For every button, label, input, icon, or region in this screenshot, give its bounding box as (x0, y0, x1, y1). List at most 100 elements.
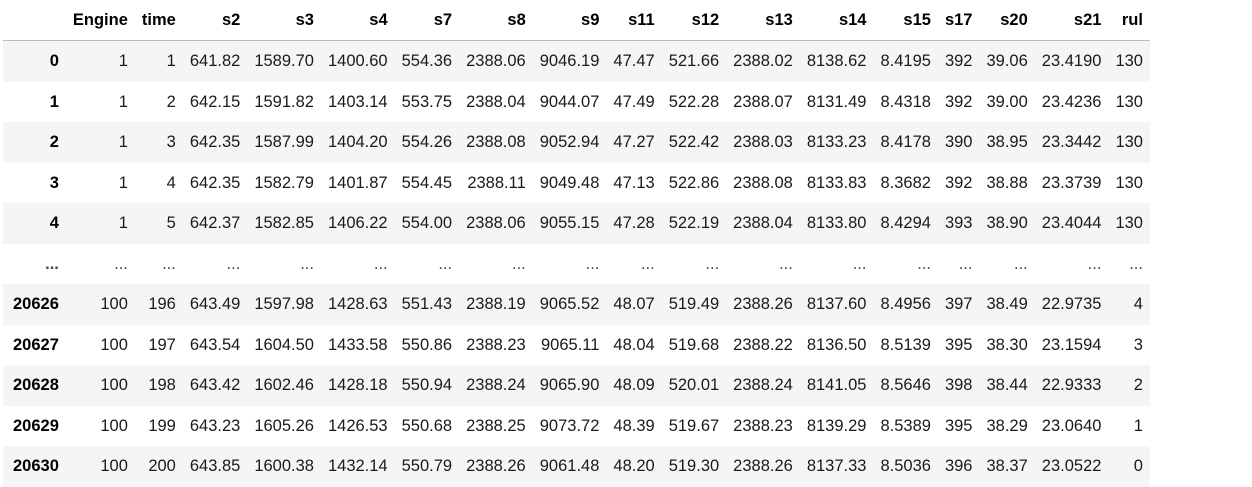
row-index: ... (45, 254, 59, 273)
table-header: Engine time s2 s3 s4 s7 s8 s9 s11 s12 s1… (3, 0, 1150, 41)
table-cell: 47.28 (613, 214, 655, 232)
table-cell: 1 (118, 92, 128, 111)
table-cell: 2388.06 (466, 214, 526, 232)
table-cell: 8139.29 (806, 416, 867, 435)
table-cell: 1404.20 (327, 133, 388, 151)
table-cell: 8.3682 (880, 173, 931, 192)
row-index: 20628 (13, 376, 59, 394)
row-index: 1 (49, 92, 59, 111)
table-cell: 0 (1133, 457, 1143, 475)
table-cell: 23.1594 (1041, 335, 1102, 354)
table-cell: 8.5036 (880, 457, 931, 475)
column-header-s4: s4 (320, 0, 395, 41)
column-header-s20: s20 (979, 0, 1035, 41)
table-cell: 392 (944, 92, 973, 111)
table-row: 20628 100 198 643.42 1602.46 1428.18 550.94 238… (3, 365, 1150, 406)
table-cell: 9061.48 (539, 457, 600, 475)
table-cell: 8137.60 (806, 295, 867, 313)
table-cell: 8.4318 (880, 92, 931, 111)
table-cell: 3 (1133, 335, 1143, 354)
table-cell: 8.4956 (880, 295, 931, 313)
table-row: 4 1 5 642.37 1582.85 1406.22 554.00 2388.06 9055… (3, 203, 1150, 244)
table-cell: 2388.26 (733, 457, 793, 475)
table-cell: 23.0522 (1041, 457, 1102, 475)
table-cell: 8137.33 (806, 457, 867, 475)
table-cell: 641.82 (189, 52, 241, 70)
table-cell: 47.47 (613, 52, 655, 70)
header-row: Engine time s2 s3 s4 s7 s8 s9 s11 s12 s1… (3, 0, 1150, 41)
table-cell: 38.37 (986, 457, 1028, 475)
table-cell: 550.94 (401, 376, 453, 394)
table-cell: 9065.11 (540, 335, 600, 354)
table-cell: 2388.24 (466, 376, 526, 394)
table-cell: 130 (1115, 133, 1143, 151)
table-cell: 100 (100, 376, 128, 394)
table-cell: ... (114, 254, 128, 273)
table-cell: 642.35 (189, 173, 241, 192)
table-cell: 130 (1115, 214, 1143, 232)
table-row: 20629 100 199 643.23 1605.26 1426.53 550.68 238… (3, 405, 1150, 446)
table-cell: 4 (1133, 295, 1143, 313)
table-cell: ... (1087, 254, 1102, 273)
table-cell: 522.28 (668, 92, 720, 111)
table-cell: 519.67 (668, 416, 720, 435)
table-cell: 2388.06 (466, 52, 526, 70)
table-cell: 8.4195 (880, 52, 931, 70)
table-cell: ... (300, 254, 314, 273)
table-cell: 522.19 (668, 214, 720, 232)
table-cell: ... (1014, 254, 1028, 273)
table-cell: 1602.46 (254, 376, 314, 394)
table-cell: 23.4190 (1041, 52, 1102, 70)
table-cell: 2388.04 (466, 92, 526, 111)
table-cell: 2388.26 (733, 295, 793, 313)
table-cell: 22.9735 (1041, 295, 1102, 313)
row-index: 20630 (13, 457, 59, 475)
table-cell: 196 (148, 295, 176, 313)
table-cell: 395 (944, 335, 973, 354)
table-cell: 2 (1133, 376, 1143, 394)
table-cell: 1428.63 (327, 295, 388, 313)
table-cell: 8.5139 (880, 335, 931, 354)
table-cell: 1426.53 (327, 416, 388, 435)
table-cell: 8133.23 (806, 133, 867, 151)
table-cell: 643.49 (189, 295, 241, 313)
table-row: 20626 100 196 643.49 1597.98 1428.63 551.43 238… (3, 284, 1150, 325)
table-cell: 100 (100, 295, 128, 313)
table-cell: 2388.26 (466, 457, 526, 475)
table-cell: 1433.58 (327, 335, 388, 354)
row-index: 2 (49, 133, 59, 151)
column-header-s3: s3 (247, 0, 321, 41)
table-cell: 9065.90 (539, 376, 600, 394)
column-header-s13: s13 (726, 0, 800, 41)
table-cell: 8138.62 (806, 52, 867, 70)
column-header-s21: s21 (1034, 0, 1109, 41)
table-cell: 38.44 (986, 376, 1028, 394)
table-cell: 1432.14 (327, 457, 388, 475)
column-header-s7: s7 (394, 0, 460, 41)
table-cell: 519.68 (668, 335, 720, 354)
table-cell: 5 (166, 214, 176, 232)
table-cell: 643.54 (189, 335, 241, 354)
table-cell: 23.3442 (1041, 133, 1102, 151)
table-cell: 9049.48 (539, 173, 600, 192)
table-cell: 48.20 (613, 457, 655, 475)
column-header-s9: s9 (532, 0, 607, 41)
row-index: 0 (49, 52, 59, 70)
table-cell: 1587.99 (254, 133, 314, 151)
table-cell: 643.23 (189, 416, 241, 435)
table-row: 20627 100 197 643.54 1604.50 1433.58 550.86 238… (3, 324, 1150, 365)
table-cell: 554.00 (401, 214, 453, 232)
table-cell: 2388.02 (733, 52, 793, 70)
table-cell: 8.5646 (880, 376, 931, 394)
column-header-s11: s11 (606, 0, 662, 41)
table-cell: ... (1129, 254, 1143, 273)
table-cell: 23.0640 (1041, 416, 1102, 435)
table-cell: 48.39 (613, 416, 655, 435)
table-cell: 2388.08 (733, 173, 793, 192)
table-cell: 1604.50 (254, 335, 314, 354)
table-cell: 3 (166, 133, 176, 151)
table-cell: ... (852, 254, 867, 273)
table-cell: ... (373, 254, 388, 273)
table-cell: 9046.19 (539, 52, 600, 70)
table-cell: 1600.38 (254, 457, 314, 475)
